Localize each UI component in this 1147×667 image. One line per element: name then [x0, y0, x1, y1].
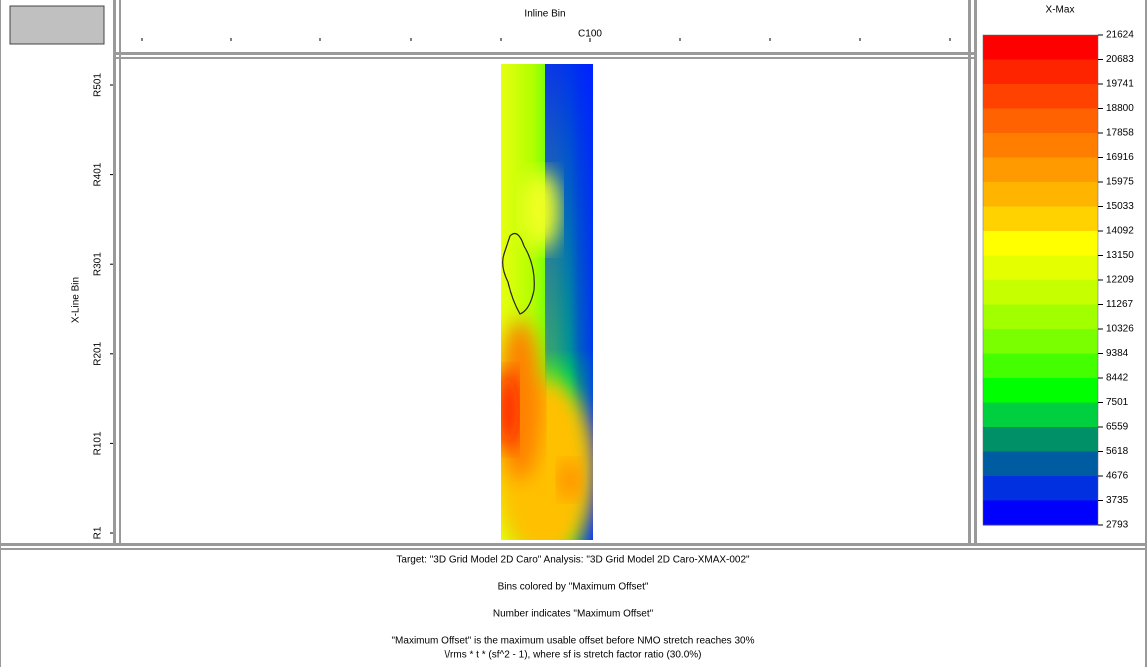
legend-label: 7501: [1106, 397, 1129, 408]
legend-swatch: [983, 378, 1098, 403]
y-axis-label: R401: [93, 162, 104, 186]
y-axis-label: R501: [93, 73, 104, 97]
footer-line: Number indicates "Maximum Offset": [493, 609, 654, 620]
legend-swatch: [983, 182, 1098, 207]
legend-label: 20683: [1106, 54, 1134, 65]
legend-swatch: [983, 280, 1098, 305]
footer-line: "Maximum Offset" is the maximum usable o…: [392, 636, 755, 647]
x-axis-title: Inline Bin: [524, 9, 565, 20]
y-axis-title: X-Line Bin: [71, 277, 82, 323]
legend-swatch: [983, 427, 1098, 452]
legend-swatch: [983, 451, 1098, 477]
legend-swatch: [983, 59, 1098, 85]
legend-label: 3735: [1106, 495, 1129, 506]
y-axis-label: R301: [93, 252, 104, 276]
legend-swatch: [983, 402, 1098, 428]
legend-label: 13150: [1106, 250, 1134, 261]
legend-label: 15975: [1106, 177, 1134, 188]
heatmap: [501, 64, 593, 540]
legend-swatch: [983, 35, 1098, 60]
legend-swatch: [983, 108, 1098, 134]
legend-label: 6559: [1106, 422, 1129, 433]
legend-label: 10326: [1106, 324, 1134, 335]
legend-swatch: [983, 157, 1098, 183]
footer-line: \/rms * t * (sf^2 - 1), where sf is stre…: [445, 650, 702, 661]
legend-swatch: [983, 206, 1098, 232]
legend-label: 17858: [1106, 128, 1134, 139]
footer-line: Bins colored by "Maximum Offset": [498, 582, 649, 593]
y-axis-label: R201: [93, 341, 104, 365]
legend-label: 16916: [1106, 152, 1134, 163]
legend-label: 4676: [1106, 471, 1129, 482]
legend-label: 8442: [1106, 373, 1129, 384]
y-axis-label: R1: [93, 526, 104, 539]
legend-swatch: [983, 304, 1098, 330]
footer-line: Target: "3D Grid Model 2D Caro" Analysis…: [396, 555, 750, 566]
legend-label: 19741: [1106, 79, 1134, 90]
legend-label: 12209: [1106, 275, 1134, 286]
legend-label: 18800: [1106, 103, 1134, 114]
legend-title: X-Max: [1046, 5, 1075, 16]
legend-swatch: [983, 255, 1098, 281]
legend-swatch: [983, 353, 1098, 379]
legend-label: 11267: [1106, 299, 1134, 310]
legend-label: 9384: [1106, 348, 1129, 359]
legend-swatch: [983, 329, 1098, 354]
legend-swatch: [983, 500, 1098, 526]
x-axis-ticks: [141, 38, 951, 42]
y-axis-label: R101: [93, 431, 104, 455]
legend-swatch: [983, 231, 1098, 256]
legend-swatch: [983, 476, 1098, 501]
legend-label: 5618: [1106, 446, 1129, 457]
legend-label: 21624: [1106, 30, 1134, 41]
legend-label: 15033: [1106, 201, 1134, 212]
x-axis-label: C100: [578, 29, 602, 40]
legend-label: 14092: [1106, 226, 1134, 237]
corner-button[interactable]: [9, 5, 105, 45]
legend-swatch: [983, 84, 1098, 109]
legend-swatch: [983, 133, 1098, 158]
legend-label: 2793: [1106, 520, 1129, 531]
